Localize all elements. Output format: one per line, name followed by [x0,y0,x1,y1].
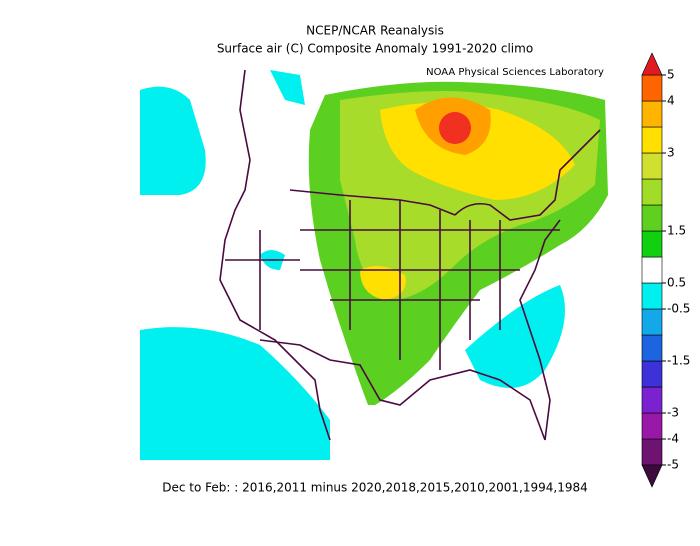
colorbar-tick-label: -1.5 [667,354,690,368]
colorbar-box [641,178,663,206]
colorbar: 5 4 3 1.5 0.5 -0.5 -1.5 -3 -4 -5 [641,52,690,488]
colorbar-box [641,74,663,102]
colorbar-box [641,126,663,154]
colorbar-tick-label: -3 [667,406,679,420]
coastline [219,69,331,441]
colorbar-tick-label: -0.5 [667,302,690,316]
coastline [259,339,546,441]
anomaly-area [360,266,406,300]
colorbar-tick-label: 5 [667,68,675,82]
colorbar-under [641,464,663,488]
border [454,129,601,221]
colorbar-box [641,282,663,310]
colorbar-over [641,52,663,76]
colorbar-box [641,360,663,388]
colorbar-box [641,152,663,180]
state-borders [225,200,560,370]
coastline [519,219,561,441]
credit: NOAA Physical Sciences Laboratory [426,67,604,78]
colorbar-box [641,412,663,440]
anomaly-area [140,327,330,460]
colorbar-tick-label: -5 [667,458,679,472]
colorbar-box [641,386,663,414]
anomaly-area [439,112,471,144]
colorbar-tick-label: 0.5 [667,276,686,290]
colorbar-box [641,100,663,128]
title: NCEP/NCAR Reanalysis [306,24,444,38]
map [140,69,608,460]
colorbar-tick-label: 3 [667,146,675,160]
anomaly-area [140,86,206,195]
anomaly-area [270,70,305,105]
colorbar-tick-label: 4 [667,94,675,108]
colorbar-tick-label: -4 [667,432,679,446]
subtitle: Surface air (C) Composite Anomaly 1991-2… [217,42,533,56]
colorbar-box [641,256,663,284]
colorbar-box [641,204,663,232]
credit-box [420,64,610,80]
colorbar-box [641,438,663,466]
colorbar-tick-label: 1.5 [667,224,686,238]
footer: Dec to Feb: : 2016,2011 minus 2020,2018,… [162,481,588,495]
colorbar-box [641,308,663,336]
colorbar-box [641,334,663,362]
colorbar-box [641,230,663,258]
